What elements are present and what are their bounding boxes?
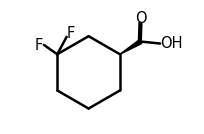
Text: F: F (35, 38, 43, 53)
Polygon shape (120, 40, 142, 54)
Text: O: O (136, 11, 147, 26)
Text: OH: OH (160, 36, 183, 51)
Text: F: F (67, 26, 75, 41)
